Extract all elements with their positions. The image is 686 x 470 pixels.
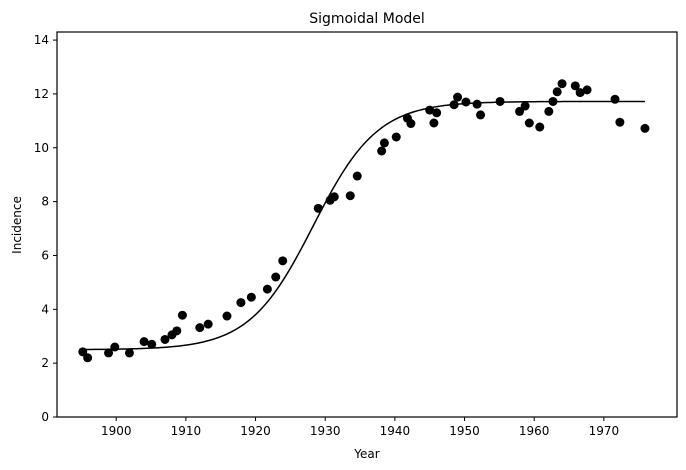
data-point bbox=[640, 123, 650, 133]
y-tick-label: 6 bbox=[41, 248, 49, 262]
x-axis-title: Year bbox=[353, 447, 379, 461]
data-point bbox=[449, 100, 459, 110]
data-point bbox=[177, 310, 187, 320]
data-point bbox=[345, 191, 355, 201]
data-point bbox=[495, 96, 505, 106]
x-tick-label: 1960 bbox=[519, 424, 550, 438]
data-point bbox=[246, 292, 256, 302]
data-point bbox=[570, 81, 580, 91]
y-axis-title: Incidence bbox=[10, 196, 24, 254]
data-point bbox=[548, 96, 558, 106]
x-tick-label: 1950 bbox=[449, 424, 480, 438]
y-tick-label: 2 bbox=[41, 356, 49, 370]
data-point bbox=[377, 146, 387, 156]
y-tick-label: 8 bbox=[41, 195, 49, 209]
data-point bbox=[147, 339, 157, 349]
data-point bbox=[429, 118, 439, 128]
x-tick-label: 1940 bbox=[380, 424, 411, 438]
data-point bbox=[425, 105, 435, 115]
y-tick-label: 14 bbox=[34, 33, 49, 47]
data-point bbox=[329, 192, 339, 202]
data-point bbox=[78, 347, 88, 357]
data-point bbox=[222, 311, 232, 321]
data-point bbox=[195, 323, 205, 333]
data-point bbox=[453, 92, 463, 102]
x-axis: 1900 1910 1920 1930 1940 1950 1960 1970 bbox=[101, 417, 619, 438]
data-point bbox=[104, 348, 114, 358]
data-point bbox=[278, 256, 288, 266]
data-point bbox=[391, 132, 401, 142]
data-point bbox=[535, 122, 545, 132]
data-point bbox=[472, 99, 482, 109]
data-point bbox=[557, 79, 567, 89]
plot-area bbox=[78, 79, 650, 363]
data-point bbox=[610, 94, 620, 104]
data-point bbox=[520, 101, 530, 111]
data-point bbox=[236, 298, 246, 308]
x-tick-label: 1970 bbox=[589, 424, 620, 438]
data-point bbox=[160, 334, 170, 344]
y-tick-label: 4 bbox=[41, 302, 49, 316]
data-point bbox=[139, 337, 149, 347]
y-axis: 0 2 4 6 8 10 12 14 bbox=[34, 33, 57, 424]
data-point bbox=[552, 87, 562, 97]
data-point bbox=[124, 348, 134, 358]
x-tick-label: 1900 bbox=[101, 424, 132, 438]
x-tick-label: 1930 bbox=[310, 424, 341, 438]
data-point bbox=[313, 203, 323, 213]
data-point bbox=[461, 97, 471, 107]
x-tick-label: 1920 bbox=[240, 424, 271, 438]
data-point bbox=[432, 108, 442, 118]
data-point bbox=[352, 171, 362, 181]
y-tick-label: 10 bbox=[34, 141, 49, 155]
axes-frame bbox=[56, 31, 678, 418]
fitted-curve bbox=[82, 100, 645, 351]
data-point bbox=[83, 353, 93, 363]
data-point bbox=[262, 284, 272, 294]
data-point bbox=[172, 326, 182, 336]
data-point bbox=[476, 110, 486, 120]
data-point bbox=[203, 319, 213, 329]
data-point bbox=[544, 106, 554, 116]
data-point bbox=[524, 118, 534, 128]
data-point bbox=[110, 342, 120, 352]
data-point bbox=[615, 117, 625, 127]
data-point bbox=[379, 138, 389, 148]
y-tick-label: 0 bbox=[41, 410, 49, 424]
x-tick-label: 1910 bbox=[171, 424, 202, 438]
data-point bbox=[575, 88, 585, 98]
data-point bbox=[582, 85, 592, 95]
chart-title: Sigmoidal Model bbox=[309, 11, 425, 27]
data-point bbox=[271, 272, 281, 282]
data-point bbox=[515, 106, 525, 116]
data-point bbox=[406, 119, 416, 129]
y-tick-label: 12 bbox=[34, 87, 49, 101]
